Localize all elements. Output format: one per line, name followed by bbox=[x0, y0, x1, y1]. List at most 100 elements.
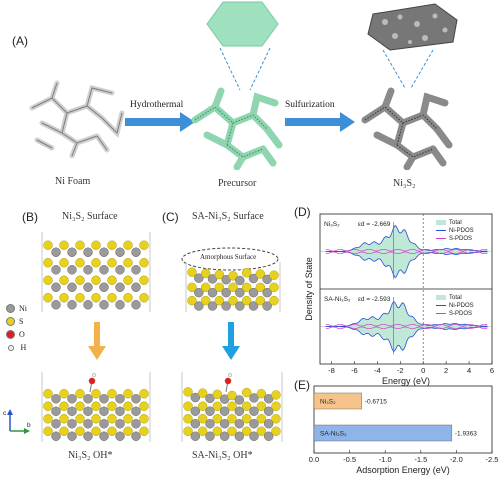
nickel-atom bbox=[249, 393, 259, 403]
panel-c-title: SA-Ni₃S₂ Surface bbox=[192, 211, 264, 222]
sulfur-atom bbox=[43, 414, 53, 424]
sulfur-atom bbox=[139, 389, 149, 399]
nickel-atom bbox=[207, 301, 218, 311]
sulfur-atom bbox=[212, 414, 223, 424]
nickel-atom bbox=[51, 300, 61, 310]
sulfur-atom bbox=[269, 282, 279, 293]
atom-h-icon bbox=[7, 344, 14, 351]
total-dos-area bbox=[325, 251, 488, 279]
sulfur-atom bbox=[228, 295, 238, 306]
d-band-center-label: εd = -2.669 bbox=[358, 221, 391, 228]
total-dos-area bbox=[325, 300, 488, 327]
sulfur-atom bbox=[59, 293, 69, 303]
ni3s2-surface-slab bbox=[41, 232, 151, 312]
x-tick-label: -1.0 bbox=[379, 455, 392, 464]
nickel-atom bbox=[263, 419, 274, 429]
atom-legend-label: O bbox=[19, 330, 25, 339]
sa-ni3s2-surface-slab bbox=[185, 262, 281, 312]
sulfur-atom bbox=[183, 387, 193, 397]
dos-subplot-label: Ni₃S₂ bbox=[324, 221, 340, 228]
sulfur-atom bbox=[139, 293, 149, 303]
sulfur-atom bbox=[59, 389, 69, 399]
panel-label-a: (A) bbox=[12, 34, 28, 48]
nickel-atom bbox=[205, 406, 215, 416]
nickel-atom bbox=[131, 265, 141, 275]
nickel-atom bbox=[207, 287, 218, 298]
sulfur-atom bbox=[91, 240, 101, 250]
sulfur-atom bbox=[241, 414, 252, 424]
legend-swatch bbox=[436, 295, 446, 300]
nickel-atom bbox=[115, 431, 125, 441]
sulfur-atom bbox=[197, 426, 208, 436]
nickel-atom bbox=[115, 247, 125, 257]
nickel-atom bbox=[249, 419, 259, 429]
x-tick-label: 2 bbox=[444, 366, 448, 375]
nickel-atom bbox=[234, 419, 245, 429]
sulfur-atom bbox=[241, 401, 252, 411]
sulfur-atom bbox=[107, 414, 117, 424]
nickel-atom bbox=[262, 301, 272, 311]
nickel-atom bbox=[221, 301, 231, 311]
atom-legend-label: S bbox=[19, 317, 24, 326]
panel-b-title: Ni₃S₂ Surface bbox=[62, 211, 118, 222]
sulfur-atom bbox=[187, 282, 197, 293]
sulfur-atom bbox=[43, 389, 53, 399]
nickel-atom bbox=[115, 406, 125, 416]
nickel-atom bbox=[51, 282, 61, 292]
sulfur-atom bbox=[91, 401, 101, 411]
dos-subplot-label: SA-Ni₃S₂ bbox=[324, 296, 351, 303]
sulfur-atom bbox=[228, 271, 238, 281]
sulfur-atom bbox=[241, 295, 252, 306]
d-band-center-label: εd = -2.593 bbox=[358, 296, 391, 303]
x-tick-label: -4 bbox=[374, 366, 381, 375]
panel-label-c: (C) bbox=[162, 210, 179, 224]
sulfur-atom bbox=[59, 426, 69, 436]
arrow-down-orange bbox=[88, 322, 106, 360]
nickel-atom bbox=[99, 394, 109, 404]
legend-label: S-PDOS bbox=[449, 311, 472, 317]
nickel-atom bbox=[83, 247, 93, 257]
nickel-atom bbox=[115, 300, 125, 310]
axis-b-label: b bbox=[27, 422, 31, 429]
sulfur-atom bbox=[212, 426, 223, 436]
sulfur-atom bbox=[59, 240, 69, 250]
sulfur-atom bbox=[59, 258, 69, 268]
sulfur-atom bbox=[107, 275, 117, 285]
nickel-atom bbox=[51, 431, 61, 441]
sulfur-atom bbox=[256, 414, 267, 424]
nickel-atom bbox=[219, 406, 230, 416]
sulfur-atom bbox=[214, 282, 225, 293]
nickel-atom bbox=[207, 274, 218, 284]
nickel-atom bbox=[99, 247, 109, 257]
sulfur-atom bbox=[139, 240, 149, 250]
sulfur-atom bbox=[197, 414, 208, 424]
sulfur-atom bbox=[43, 240, 53, 250]
sulfur-atom bbox=[75, 293, 85, 303]
sa-ni3s2-oh-slab bbox=[181, 372, 283, 442]
nickel-atom bbox=[249, 431, 259, 441]
nickel-atom bbox=[219, 419, 230, 429]
sulfur-atom bbox=[107, 293, 117, 303]
hydrogen-atom bbox=[92, 373, 97, 377]
sulfur-atom bbox=[43, 275, 53, 285]
nickel-atom bbox=[262, 287, 272, 298]
ni-foam-label: Ni Foam bbox=[55, 176, 91, 187]
sulfur-atom bbox=[139, 426, 149, 436]
nickel-atom bbox=[248, 301, 259, 311]
y-axis-label: Density of State bbox=[304, 257, 314, 321]
sulfur-atom bbox=[91, 258, 101, 268]
hydrothermal-label: Hydrothermal bbox=[130, 100, 184, 110]
nickel-atom bbox=[115, 419, 125, 429]
legend-label: Total bbox=[449, 295, 462, 301]
sulfur-atom bbox=[200, 282, 211, 293]
atom-ni-icon bbox=[6, 304, 15, 313]
nickel-atom bbox=[221, 287, 231, 298]
axes-indicator: c b bbox=[3, 409, 31, 434]
amorphous-surface-label: Amorphous Surface bbox=[200, 253, 257, 261]
amorphous-surface-ellipse bbox=[181, 247, 279, 271]
sulfur-atom bbox=[43, 293, 53, 303]
nickel-atom bbox=[194, 273, 204, 283]
sulfur-atom bbox=[212, 401, 223, 411]
atom-legend-item: H bbox=[2, 341, 36, 354]
nickel-atom bbox=[67, 247, 77, 257]
